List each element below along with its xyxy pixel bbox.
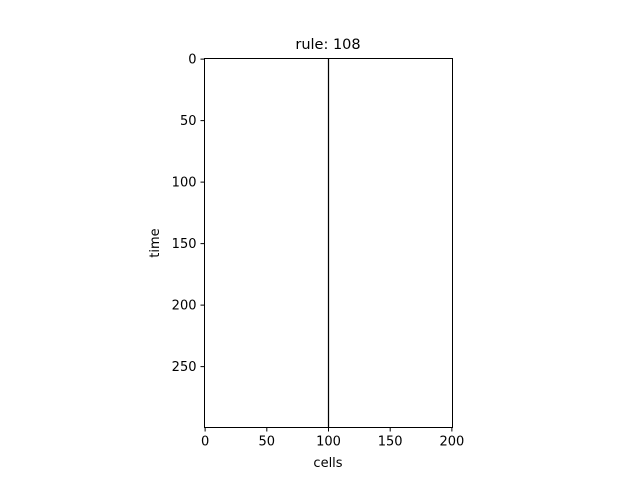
chart-title: rule: 108 bbox=[295, 37, 360, 53]
y-tick-label: 0 bbox=[188, 53, 196, 68]
y-tick-label: 50 bbox=[180, 114, 197, 129]
x-tick-label: 150 bbox=[378, 435, 403, 450]
x-tick-label: 200 bbox=[439, 435, 464, 450]
cells-layer bbox=[327, 58, 330, 428]
plot-frame bbox=[204, 58, 453, 428]
y-tick-label: 200 bbox=[172, 299, 197, 314]
x-tick-label: 50 bbox=[259, 435, 276, 450]
x-tick-label: 100 bbox=[316, 435, 341, 450]
y-tick-label: 100 bbox=[172, 176, 197, 191]
y-ticks: 0 50 100 150 200 250 bbox=[172, 53, 205, 375]
y-axis-label: time bbox=[148, 228, 163, 257]
x-tick-label: 0 bbox=[201, 435, 209, 450]
active-cell-column bbox=[327, 58, 330, 428]
x-axis-label: cells bbox=[313, 456, 342, 471]
y-tick-label: 150 bbox=[172, 237, 197, 252]
y-tick-label: 250 bbox=[172, 360, 197, 375]
x-ticks: 0 50 100 150 200 bbox=[201, 427, 464, 450]
